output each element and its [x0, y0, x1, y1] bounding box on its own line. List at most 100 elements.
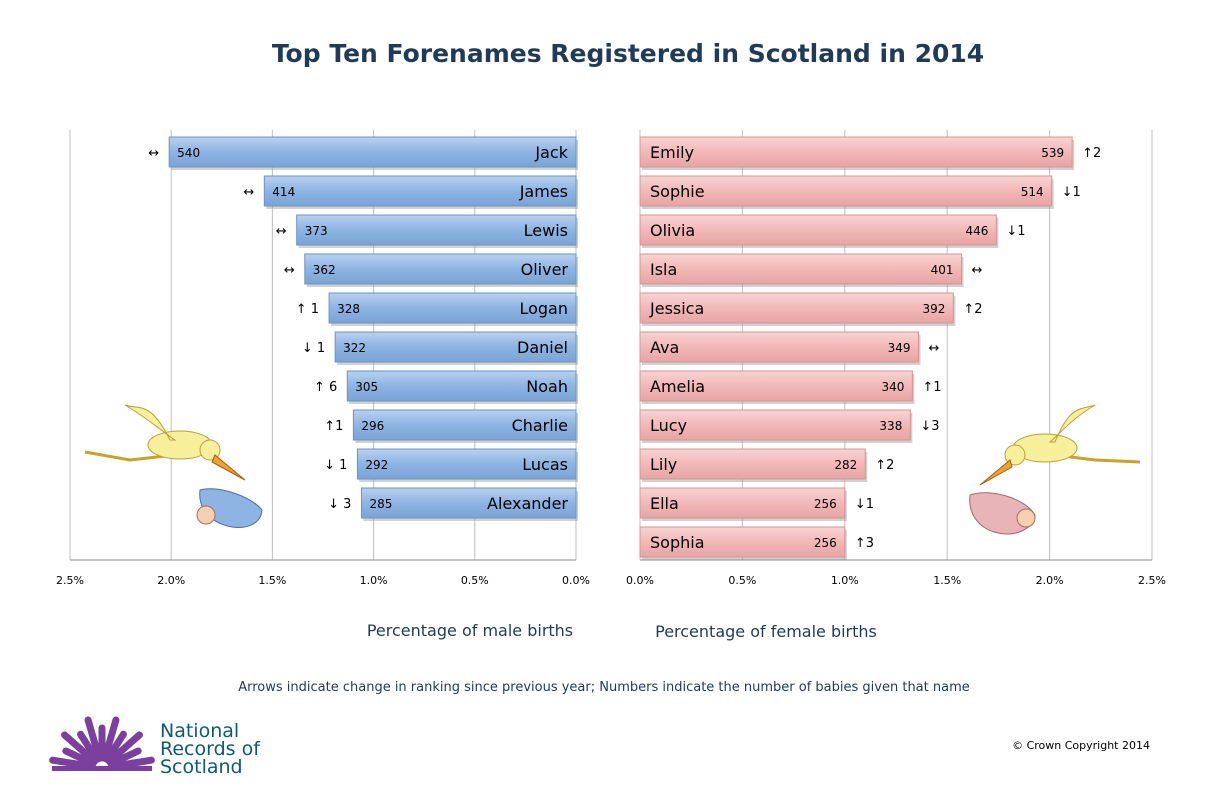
rank-change: ↓ 3	[328, 497, 351, 512]
rank-change: ↑2	[875, 458, 894, 473]
rank-change: ↓3	[920, 419, 939, 434]
bar-amelia	[639, 370, 913, 402]
bar-count: 349	[888, 341, 911, 355]
bar-count: 514	[1021, 185, 1044, 199]
bar-count: 392	[922, 302, 945, 316]
bar-name: Oliver	[521, 260, 569, 279]
bar-name: Ella	[650, 494, 679, 513]
bar-name: Noah	[526, 377, 568, 396]
bar-lewis	[296, 214, 577, 246]
bar-count: 256	[814, 536, 837, 550]
tick-label: 0.0%	[562, 574, 590, 587]
chart-title: Top Ten Forenames Registered in Scotland…	[272, 39, 984, 68]
rank-change: ↔	[148, 146, 159, 161]
bar-name: James	[519, 182, 568, 201]
bar-lucas	[356, 448, 577, 480]
logo-ray	[60, 731, 98, 765]
bar-sophie	[639, 175, 1053, 207]
bar-count: 539	[1041, 146, 1064, 160]
rank-change: ↔	[972, 263, 983, 278]
rank-change: ↔	[929, 341, 940, 356]
bar-count: 340	[881, 380, 904, 394]
bar-count: 414	[272, 185, 295, 199]
tick-label: 2.0%	[1036, 574, 1064, 587]
logo-line1: National	[160, 720, 239, 742]
tick-label: 2.0%	[157, 574, 185, 587]
tick-label: 1.0%	[831, 574, 859, 587]
bar-count: 362	[313, 263, 336, 277]
bar-count: 446	[965, 224, 988, 238]
bar-name: Sophie	[650, 182, 705, 201]
bar-name: Ava	[650, 338, 679, 357]
bar-oliver	[304, 253, 577, 285]
logo-book	[52, 766, 152, 771]
bar-name: Isla	[650, 260, 677, 279]
bar-name: Jack	[534, 143, 568, 162]
bar-name: Emily	[650, 143, 694, 162]
tick-label: 1.5%	[258, 574, 286, 587]
bar-count: 338	[879, 419, 902, 433]
bar-name: Lewis	[524, 221, 568, 240]
bar-name: Lucas	[522, 455, 568, 474]
tick-label: 0.0%	[626, 574, 654, 587]
rank-change: ↓1	[1062, 185, 1081, 200]
bar-name: Alexander	[487, 494, 568, 513]
bar-count: 401	[931, 263, 954, 277]
tick-label: 0.5%	[461, 574, 489, 587]
bar-count: 305	[355, 380, 378, 394]
logo-ray	[62, 747, 97, 768]
logo-ray	[107, 747, 142, 768]
female-axis-label: Percentage of female births	[655, 622, 877, 641]
bar-name: Lily	[650, 455, 677, 474]
rank-change: ↑ 1	[296, 302, 319, 317]
bar-name: Sophia	[650, 533, 705, 552]
bar-count: 282	[834, 458, 857, 472]
rank-change: ↓1	[1006, 224, 1025, 239]
rank-change: ↓ 1	[324, 458, 347, 473]
bar-ava	[639, 331, 920, 363]
bar-count: 292	[365, 458, 388, 472]
bar-name: Olivia	[650, 221, 695, 240]
tick-label: 0.5%	[728, 574, 756, 587]
bar-count: 373	[305, 224, 328, 238]
bar-name: Charlie	[512, 416, 568, 435]
logo-ray	[106, 731, 144, 765]
tick-label: 2.5%	[56, 574, 84, 587]
nrs-logo: National Records of Scotland	[49, 716, 261, 778]
rank-change: ↔	[243, 185, 254, 200]
rank-change: ↓1	[855, 497, 874, 512]
bar-name: Daniel	[517, 338, 568, 357]
bar-isla	[639, 253, 963, 285]
bar-noah	[346, 370, 577, 402]
rank-change: ↓ 1	[302, 341, 325, 356]
bar-lily	[639, 448, 866, 480]
bar-count: 285	[369, 497, 392, 511]
bar-james	[263, 175, 577, 207]
bar-ella	[639, 487, 846, 519]
bar-olivia	[639, 214, 997, 246]
rank-change: ↑ 6	[314, 380, 337, 395]
logo-ray	[103, 730, 127, 764]
bar-daniel	[334, 331, 577, 363]
bar-count: 540	[177, 146, 200, 160]
stork-boy-illustration	[84, 404, 263, 528]
male-chart: 2.5% 2.0% 1.5% 1.0% 0.5% 0.0% Jack 540 ↔ James 414…	[56, 130, 590, 587]
logo-ray	[84, 716, 103, 762]
bar-name: Logan	[519, 299, 568, 318]
logo-ray	[49, 756, 96, 770]
bar-alexander	[360, 487, 577, 519]
rank-change: ↑2	[1082, 146, 1101, 161]
bar-lucy	[639, 409, 911, 441]
bar-name: Jessica	[649, 299, 704, 318]
tick-label: 1.5%	[933, 574, 961, 587]
bar-emily	[639, 136, 1073, 168]
tick-label: 2.5%	[1138, 574, 1166, 587]
bar-count: 328	[337, 302, 360, 316]
bar-logan	[328, 292, 577, 324]
logo-ray	[108, 756, 155, 770]
rank-change: ↔	[276, 224, 287, 239]
bar-name: Lucy	[650, 416, 687, 435]
bar-count: 296	[361, 419, 384, 433]
copyright: © Crown Copyright 2014	[1012, 739, 1150, 752]
